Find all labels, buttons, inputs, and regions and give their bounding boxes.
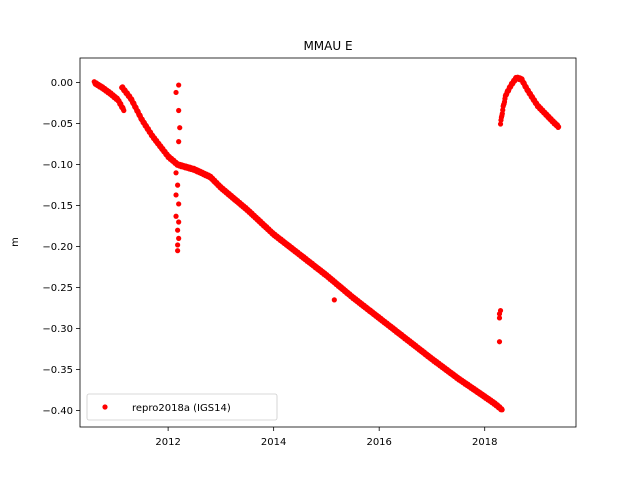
y-axis-label: m	[10, 237, 21, 247]
data-point	[176, 139, 182, 145]
data-point	[173, 213, 179, 219]
y-tick-label: −0.40	[42, 406, 73, 417]
data-point	[331, 297, 337, 303]
data-point	[173, 170, 179, 176]
data-point	[176, 82, 182, 88]
data-point	[176, 235, 182, 241]
y-axis: 0.00 −0.05 −0.10 −0.15 −0.20 −0.25 −0.30 −0.35 −…	[42, 78, 80, 417]
y-tick-label: −0.25	[42, 283, 73, 294]
data-point	[121, 107, 127, 114]
x-tick-label: 2014	[261, 437, 286, 448]
data-point	[175, 248, 181, 254]
data-point	[175, 242, 181, 248]
data-point	[496, 311, 503, 317]
data-point	[177, 125, 183, 131]
data-point	[499, 407, 505, 413]
legend-frame	[86, 393, 278, 421]
y-tick-label: −0.10	[42, 160, 73, 171]
data-point	[173, 89, 179, 96]
x-axis: 2012 2014 2016 2018	[155, 427, 497, 448]
data-point	[496, 315, 503, 321]
y-tick-label: −0.20	[42, 242, 73, 253]
legend-label: repro2018a (IGS14)	[132, 403, 231, 414]
data-point	[173, 192, 179, 198]
x-tick-label: 2012	[155, 437, 180, 448]
plot-frame	[79, 57, 577, 428]
y-tick-label: −0.35	[42, 365, 73, 376]
legend-marker	[102, 404, 108, 410]
data-point	[497, 121, 504, 127]
y-tick-label: 0.00	[51, 78, 73, 89]
x-tick-label: 2016	[366, 437, 391, 448]
data-point	[176, 219, 182, 225]
legend: repro2018a (IGS14)	[86, 393, 278, 421]
y-tick-label: −0.05	[42, 119, 73, 130]
data-point	[176, 201, 182, 207]
y-tick-label: −0.30	[42, 324, 73, 335]
data-point	[555, 124, 562, 130]
data-point	[175, 227, 181, 233]
chart-title: MMAU E	[303, 39, 352, 53]
data-marks	[91, 74, 562, 413]
x-tick-label: 2018	[472, 437, 497, 448]
y-tick-label: −0.15	[42, 201, 73, 212]
data-point	[496, 339, 503, 345]
data-point	[175, 182, 181, 188]
data-point	[176, 107, 182, 114]
